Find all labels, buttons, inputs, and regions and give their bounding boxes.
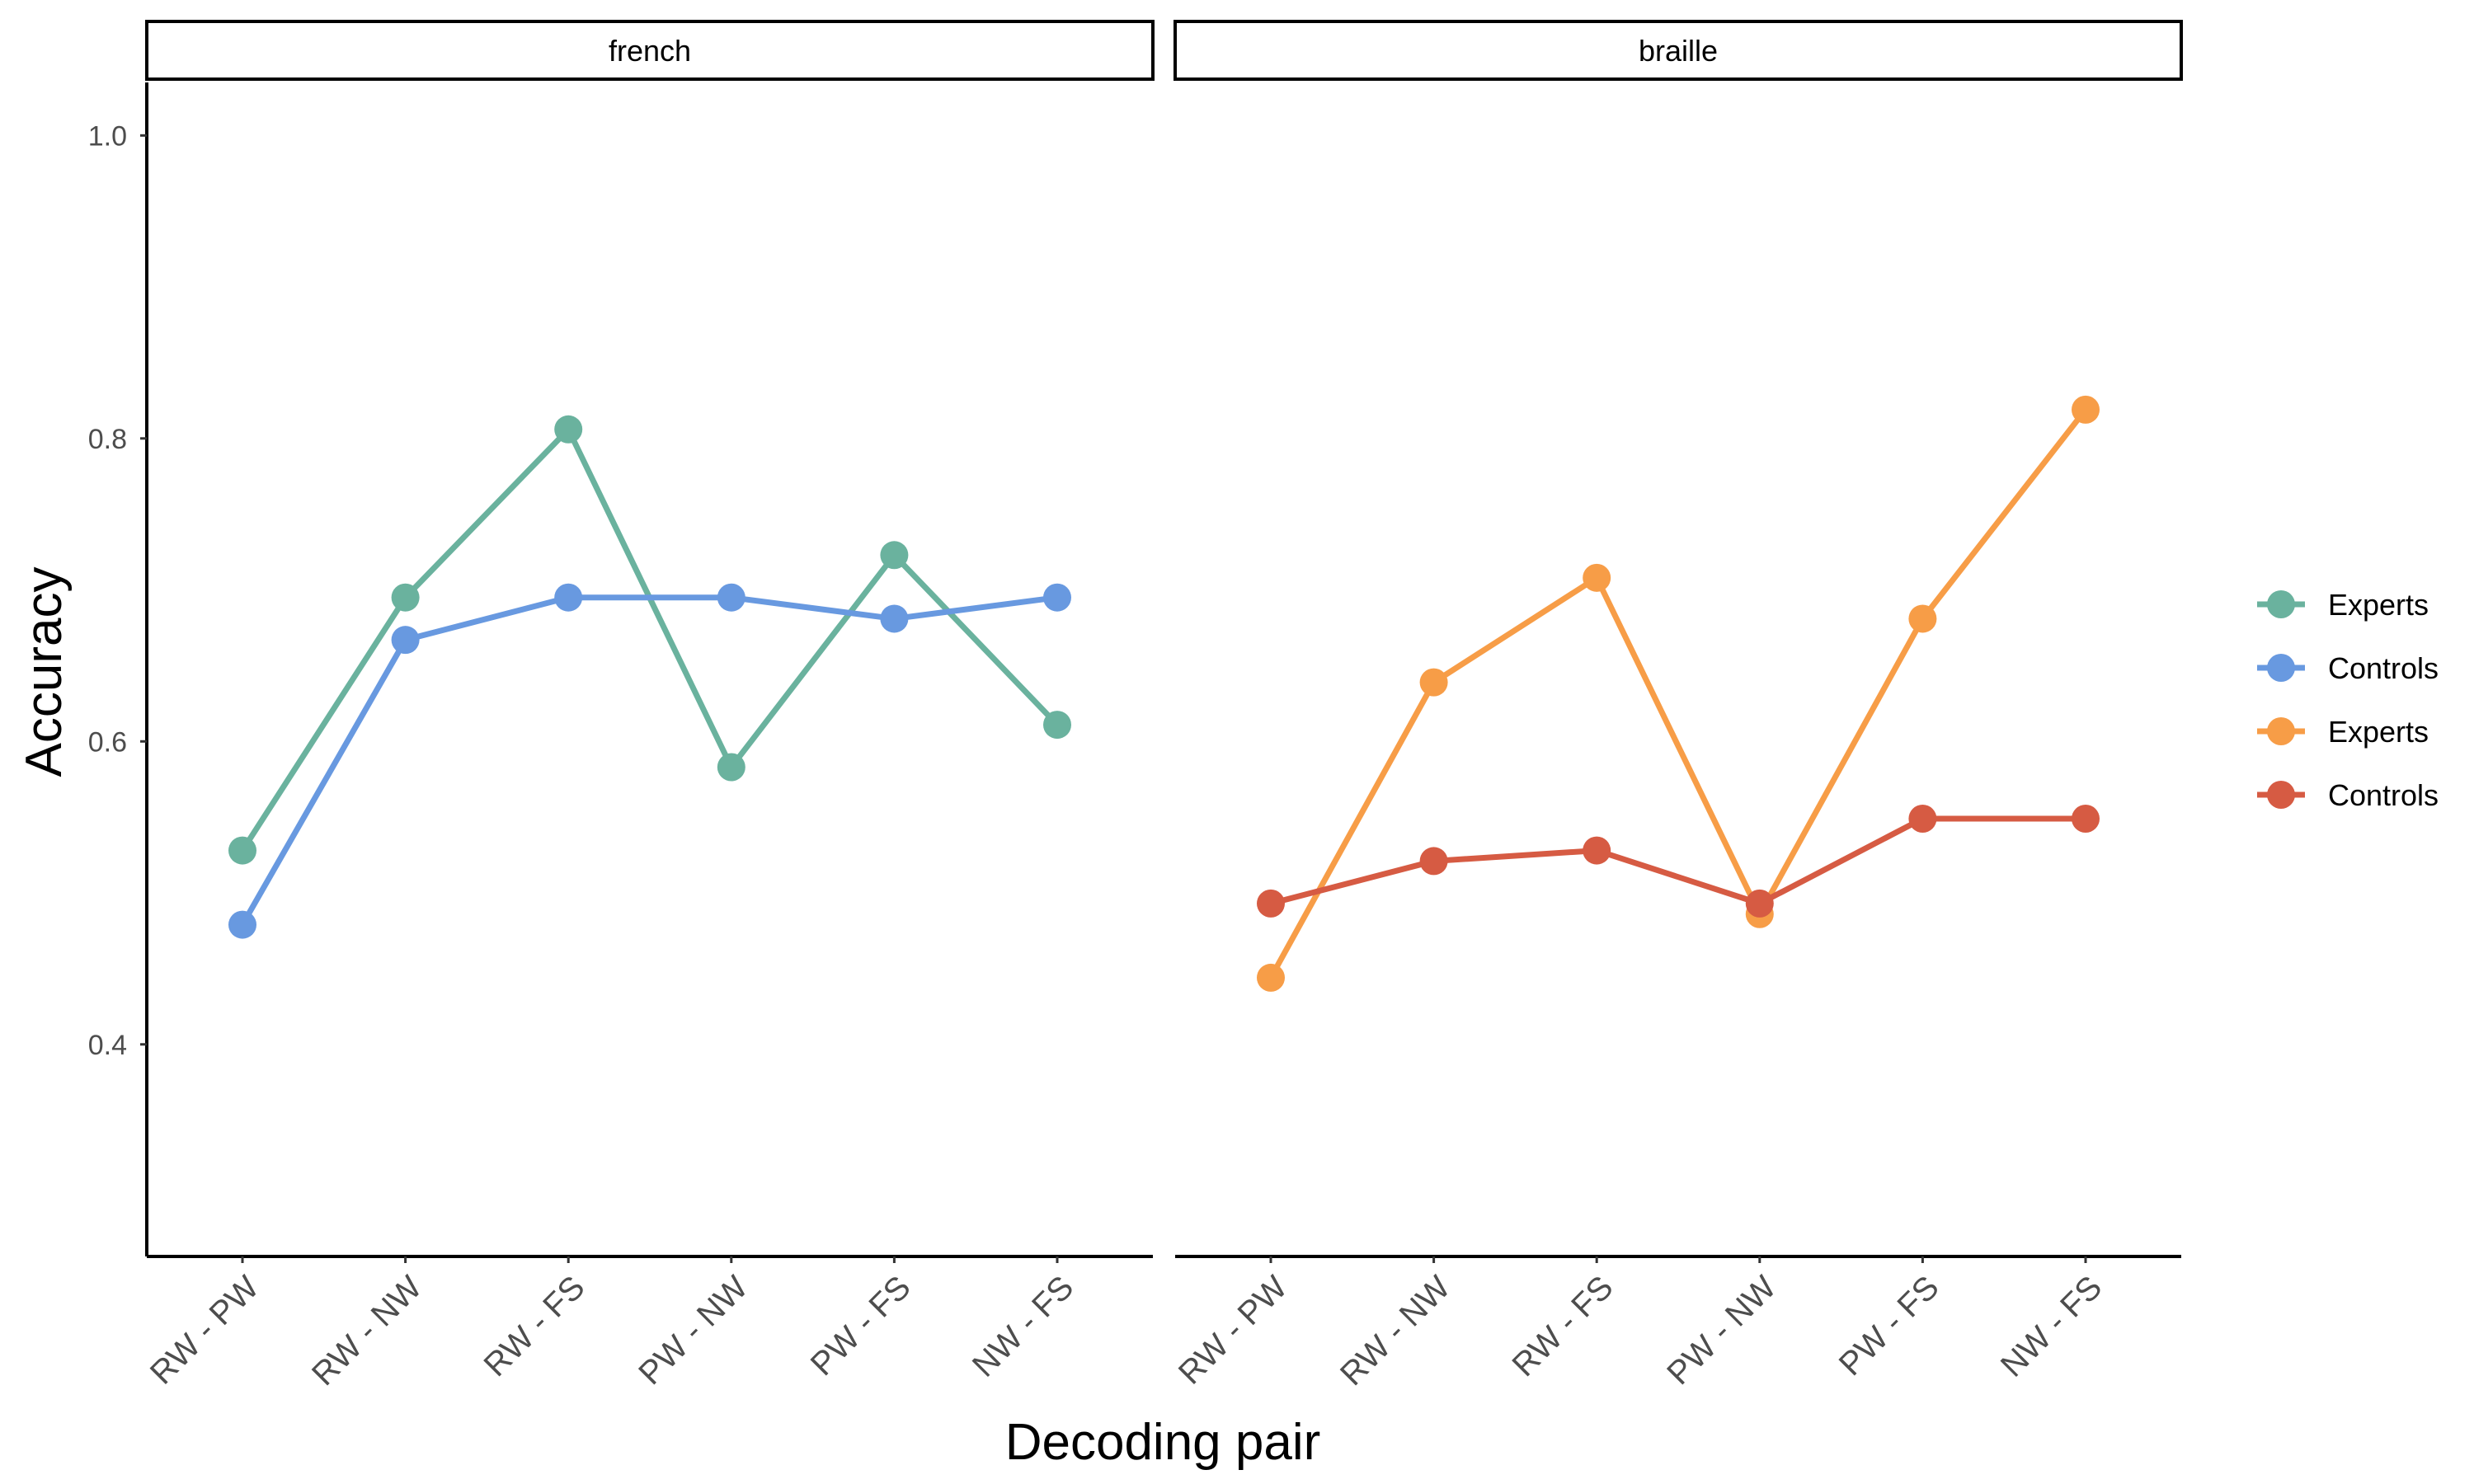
series-line-french-controls [239,594,1061,928]
data-point-braille-experts [1257,963,1285,992]
y-tick-label: 0.4 [88,1030,127,1061]
data-point-french-controls [717,583,745,612]
x-tick-label: RW - NW [305,1269,429,1392]
x-tick-label: NW - FS [966,1269,1081,1384]
legend-label: Experts [2328,588,2429,622]
series-line-braille-experts [1268,406,2089,981]
legend-label: Controls [2328,778,2439,812]
data-point-braille-experts [1908,604,1937,633]
x-tick-label: RW - PW [1172,1269,1295,1392]
data-point-braille-experts [1419,668,1448,697]
facet-strip-label: braille [1639,34,1718,68]
x-tick-label: PW - FS [804,1269,918,1383]
y-tick-label: 0.8 [88,424,127,455]
legend: Experts Controls Experts Controls [2257,588,2439,812]
legend-key-point [2267,590,2295,618]
y-axis: 0.4 0.6 0.8 1.0 [88,120,147,1061]
data-point-braille-controls [1583,836,1611,865]
facet-strip [1174,20,2183,81]
legend-item-experts: Experts [2257,588,2429,622]
data-point-braille-experts [2072,395,2100,424]
facet-strip-label: french [609,34,691,68]
data-point-french-experts [554,415,583,444]
legend-item-controls: Controls [2257,778,2439,812]
x-tick-label: RW - NW [1333,1269,1457,1392]
y-axis-title: Accuracy [16,567,73,777]
x-tick-label: RW - FS [477,1269,592,1383]
data-point-french-controls [880,604,909,633]
data-point-french-experts [1043,711,1071,740]
legend-label: Experts [2328,715,2429,749]
panel-french: french RW - PW RW - NW RW - FS PW - NW PW - F… [143,20,1155,1392]
data-point-french-controls [391,626,420,655]
x-tick-label: PW - NW [1660,1269,1783,1392]
data-point-french-controls [1043,583,1071,612]
data-point-french-experts [228,836,256,865]
x-axis-title: Decoding pair [1005,1414,1321,1471]
legend-label: Controls [2328,651,2439,685]
data-point-braille-controls [1908,804,1937,833]
data-point-french-controls [554,583,583,612]
legend-item-experts: Experts [2257,715,2429,749]
legend-key-point [2267,717,2295,745]
panels-layer: french RW - PW RW - NW RW - FS PW - NW PW - F… [143,20,2183,1392]
data-point-braille-controls [2072,804,2100,833]
data-point-french-experts [717,753,745,782]
legend-item-controls: Controls [2257,651,2439,685]
y-tick-label: 0.6 [88,726,127,758]
data-point-french-experts [391,583,420,612]
x-tick-label: RW - FS [1506,1269,1620,1383]
facet-strip [145,20,1155,81]
data-point-french-experts [880,541,909,570]
legend-key-point [2267,654,2295,682]
panel-braille: braille RW - PW RW - NW RW - FS PW - NW PW - … [1172,20,2183,1392]
data-point-braille-controls [1257,889,1285,918]
series-line-braille-controls [1268,815,2089,907]
x-tick-label: PW - NW [632,1269,755,1392]
x-tick-label: RW - PW [143,1269,266,1392]
series-line-french-experts [239,426,1061,854]
data-point-braille-controls [1745,889,1774,918]
x-tick-label: PW - FS [1832,1269,1946,1383]
x-tick-label: NW - FS [1994,1269,2109,1384]
data-point-french-controls [228,910,256,939]
legend-key-point [2267,781,2295,809]
y-tick-label: 1.0 [88,120,127,152]
data-point-braille-controls [1419,847,1448,876]
data-point-braille-experts [1583,563,1611,592]
